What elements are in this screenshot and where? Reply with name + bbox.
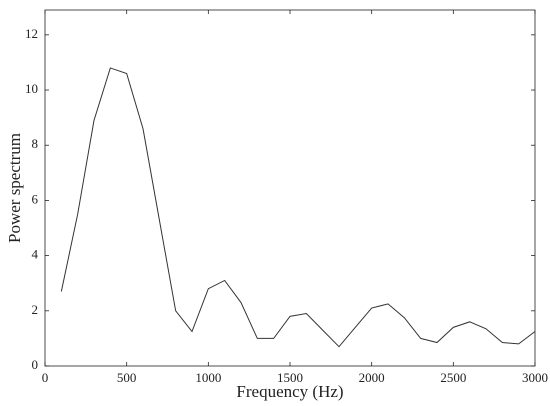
data-line [60,67,536,348]
y-tick-label: 8 [32,136,39,151]
y-tick-label: 10 [25,81,38,96]
x-tick-label: 1000 [195,370,221,385]
x-tick-label: 2500 [440,370,466,385]
y-tick-label: 4 [32,247,39,262]
x-tick-label: 0 [42,370,49,385]
x-tick-label: 1500 [277,370,303,385]
x-tick-label: 3000 [522,370,548,385]
y-tick-label: 0 [32,357,39,372]
x-axis-label: Frequency (Hz) [236,382,343,401]
plot-frame [44,9,536,367]
x-tick-label: 500 [117,370,137,385]
y-tick-label: 12 [25,26,38,41]
x-tick-label: 2000 [359,370,385,385]
y-tick-label: 6 [32,191,39,206]
y-tick-label: 2 [32,302,39,317]
y-axis-label: Power spectrum [5,133,24,243]
